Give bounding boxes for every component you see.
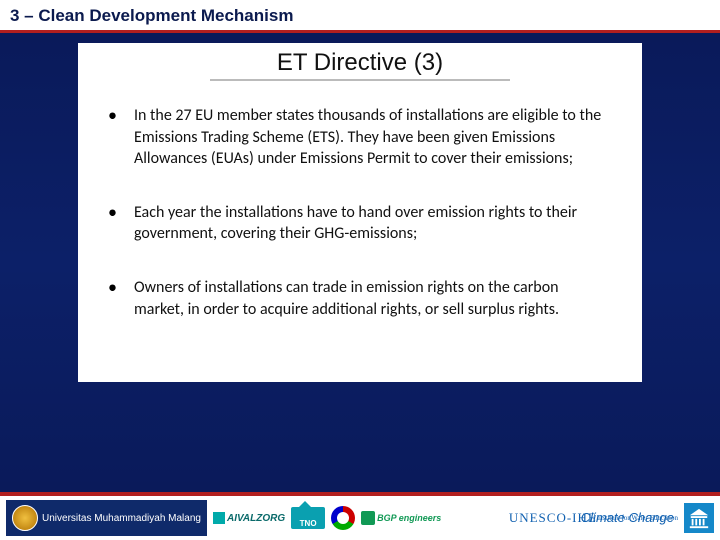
umm-label: Universitas Muhammadiyah Malang <box>42 513 201 524</box>
umm-seal-icon <box>12 505 38 531</box>
logo-tno: TNO <box>291 507 325 529</box>
tno-label: TNO <box>300 519 317 528</box>
content-title: ET Directive (3) <box>277 49 443 79</box>
logo-swirl <box>331 506 355 530</box>
bullet-item: In the 27 EU member states thousands of … <box>134 105 612 170</box>
bullet-item: Each year the installations have to hand… <box>134 202 612 245</box>
bullet-item: Owners of installations can trade in emi… <box>134 277 612 320</box>
title-underline <box>210 79 510 81</box>
main-area: ET Directive (3) In the 27 EU member sta… <box>0 33 720 492</box>
temple-icon <box>688 507 710 529</box>
bgp-icon <box>361 511 375 525</box>
slide: 3 – Clean Development Mechanism ET Direc… <box>0 0 720 540</box>
logo-unesco-temple <box>684 503 714 533</box>
logo-rivalzorg: AIVALZORG <box>213 512 285 524</box>
footer-bar: Universitas Muhammadiyah Malang AIVALZOR… <box>0 492 720 540</box>
logo-umm: Universitas Muhammadiyah Malang <box>6 500 207 536</box>
swirl-icon <box>331 506 355 530</box>
header-bar: 3 – Clean Development Mechanism <box>0 0 720 30</box>
logo-bgp: BGP engineers <box>361 511 441 525</box>
content-box: ET Directive (3) In the 27 EU member sta… <box>78 43 642 382</box>
chapter-title: 3 – Clean Development Mechanism <box>10 6 710 26</box>
bgp-label: BGP engineers <box>377 513 441 523</box>
footer-overlay-text: Climate Change <box>581 510 674 525</box>
rivalzorg-label: AIVALZORG <box>227 513 285 524</box>
logo-row-left: Universitas Muhammadiyah Malang AIVALZOR… <box>6 500 441 536</box>
title-area: ET Directive (3) <box>78 43 642 91</box>
rivalzorg-icon <box>213 512 225 524</box>
bullet-list: In the 27 EU member states thousands of … <box>78 91 642 320</box>
